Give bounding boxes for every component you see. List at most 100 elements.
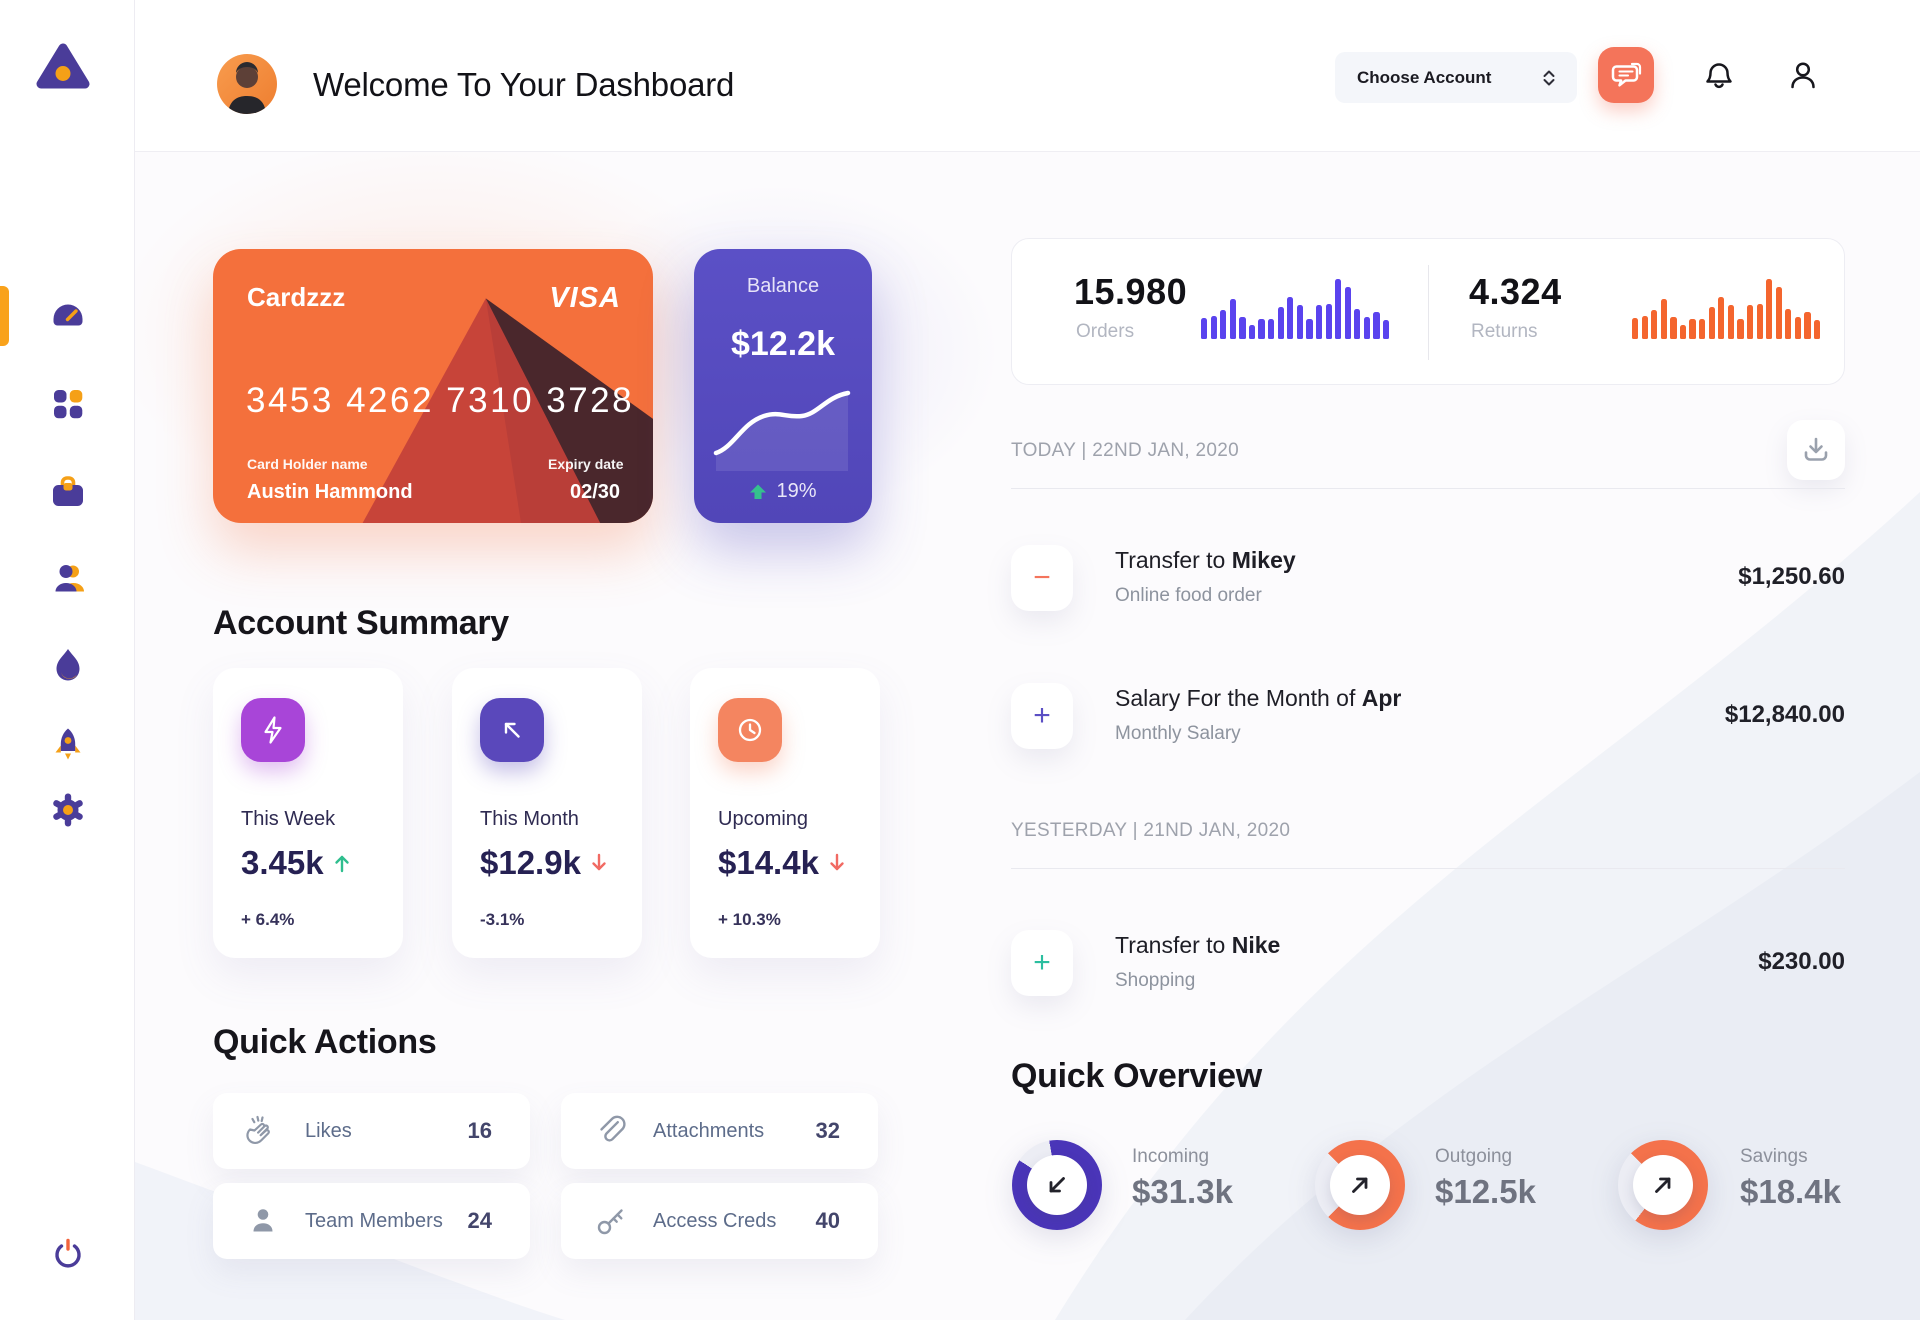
messages-button[interactable] <box>1598 47 1654 103</box>
user-avatar[interactable] <box>217 54 277 114</box>
summary-value-text: 3.45k <box>241 844 324 881</box>
summary-value: $12.9k <box>480 844 609 882</box>
briefcase-icon <box>53 476 83 506</box>
card-holder-label: Card Holder name <box>247 456 368 472</box>
summary-value-text: $14.4k <box>718 844 819 881</box>
summary-label: Upcoming <box>718 808 809 830</box>
outgoing-stat: Outgoing $12.5k <box>1435 1146 1536 1211</box>
arrow-up-right-icon <box>1352 1177 1368 1193</box>
quick-action-label: Likes <box>305 1119 352 1142</box>
quick-action-likes[interactable]: Likes 16 <box>213 1093 530 1169</box>
returns-bar-chart <box>1632 279 1821 339</box>
sidebar-item-team[interactable] <box>48 558 88 598</box>
returns-value: 4.324 <box>1469 271 1562 312</box>
sidebar-item-dashboard[interactable] <box>48 296 88 336</box>
sidebar-item-trending[interactable] <box>48 644 88 684</box>
donut-center <box>1633 1155 1693 1215</box>
expiry-label: Expiry date <box>548 456 624 472</box>
donut-center <box>1027 1155 1087 1215</box>
quick-action-attachments[interactable]: Attachments 32 <box>561 1093 878 1169</box>
sidebar-item-portfolio[interactable] <box>48 472 88 512</box>
transaction-sign-plus-green: + <box>1011 930 1073 996</box>
stats-divider <box>1428 265 1429 360</box>
orders-label: Orders <box>1076 321 1135 342</box>
balance-label: Balance <box>746 275 820 297</box>
header: Welcome To Your Dashboard Choose Account <box>135 0 1920 152</box>
choose-account-label: Choose Account <box>1357 67 1492 87</box>
notifications-button[interactable] <box>1699 56 1739 96</box>
savings-label: Savings <box>1740 1146 1808 1167</box>
quick-action-count: 40 <box>815 1208 840 1233</box>
quick-action-label: Attachments <box>653 1119 765 1142</box>
arrow-up-left-icon <box>504 722 520 738</box>
profile-button[interactable] <box>1783 56 1823 96</box>
quick-actions-heading: Quick Actions <box>213 1023 437 1061</box>
orders-value: 15.980 <box>1074 271 1188 312</box>
transaction-subtitle: Shopping <box>1115 970 1196 991</box>
member-icon <box>253 1209 273 1232</box>
page-title: Welcome To Your Dashboard <box>313 66 735 103</box>
divider <box>1011 488 1845 489</box>
arrow-up-solid-icon <box>750 484 767 499</box>
transaction-subtitle: Monthly Salary <box>1115 723 1241 744</box>
sidebar-item-settings[interactable] <box>48 790 88 830</box>
transaction-title-bold: Mikey <box>1231 547 1296 573</box>
download-statement-button[interactable] <box>1787 420 1845 480</box>
summary-card-this-week: This Week 3.45k + 6.4% <box>213 668 403 958</box>
transaction-title-bold: Nike <box>1231 932 1281 958</box>
quick-action-count: 32 <box>815 1118 840 1143</box>
quick-overview-heading: Quick Overview <box>1011 1057 1262 1095</box>
transaction-row-salary[interactable]: + Salary For the Month of Apr Monthly Sa… <box>1011 683 1845 749</box>
transaction-title-prefix: Transfer to <box>1115 547 1232 573</box>
outgoing-donut-chart <box>1315 1140 1405 1230</box>
flame-icon <box>56 649 80 681</box>
chat-icon <box>1611 62 1642 87</box>
transaction-amount: $1,250.60 <box>1738 563 1845 590</box>
sidebar-item-launch[interactable] <box>48 724 88 764</box>
transaction-title: Transfer to Nike <box>1115 932 1280 959</box>
yesterday-date-heading: YESTERDAY | 21ND JAN, 2020 <box>1011 820 1291 841</box>
summary-value: $14.4k <box>718 844 847 882</box>
summary-card-upcoming: Upcoming $14.4k + 10.3% <box>690 668 880 958</box>
triangle-logo-icon <box>36 43 90 89</box>
donut-center <box>1330 1155 1390 1215</box>
transaction-text: Transfer to Mikey Online food order <box>1115 547 1296 607</box>
paperclip-icon <box>600 1115 626 1142</box>
quick-action-team-members[interactable]: Team Members 24 <box>213 1183 530 1259</box>
transaction-amount: $230.00 <box>1758 948 1845 975</box>
orders-bar-chart <box>1201 279 1390 339</box>
savings-donut-chart <box>1618 1140 1708 1230</box>
expiry-date: 02/30 <box>570 481 621 503</box>
transaction-text: Salary For the Month of Apr Monthly Sala… <box>1115 685 1401 745</box>
logout-button[interactable] <box>48 1234 88 1274</box>
trend-down-icon <box>592 853 606 871</box>
divider <box>1011 868 1845 869</box>
choose-account-dropdown[interactable]: Choose Account <box>1335 52 1577 103</box>
transaction-row-nike[interactable]: + Transfer to Nike Shopping $230.00 <box>1011 930 1845 996</box>
card-number: 3453 4262 7310 3728 <box>246 381 635 420</box>
today-date-heading: TODAY | 22ND JAN, 2020 <box>1011 440 1240 461</box>
clap-icon <box>246 1115 270 1145</box>
people-icon <box>55 565 84 592</box>
active-nav-indicator <box>0 286 9 346</box>
transaction-subtitle: Online food order <box>1115 585 1262 606</box>
summary-value: 3.45k <box>241 844 352 882</box>
grid-icon <box>54 390 83 419</box>
transaction-sign-plus: + <box>1011 683 1073 749</box>
sidebar-item-apps[interactable] <box>48 384 88 424</box>
returns-label: Returns <box>1471 321 1538 342</box>
outgoing-label: Outgoing <box>1435 1146 1513 1167</box>
summary-icon-badge <box>480 698 544 762</box>
sidebar <box>0 0 135 1320</box>
transaction-row-mikey[interactable]: − Transfer to Mikey Online food order $1… <box>1011 545 1845 611</box>
clock-icon <box>738 718 762 742</box>
transaction-title-prefix: Transfer to <box>1115 932 1232 958</box>
speedometer-icon <box>53 304 83 326</box>
quick-action-count: 24 <box>467 1208 492 1233</box>
transaction-text: Transfer to Nike Shopping <box>1115 932 1280 992</box>
balance-card: Balance $12.2k 19% <box>694 249 872 523</box>
summary-delta: -3.1% <box>480 910 525 929</box>
summary-icon-badge <box>718 698 782 762</box>
transaction-title-bold: Apr <box>1361 685 1402 711</box>
quick-action-access-creds[interactable]: Access Creds 40 <box>561 1183 878 1259</box>
